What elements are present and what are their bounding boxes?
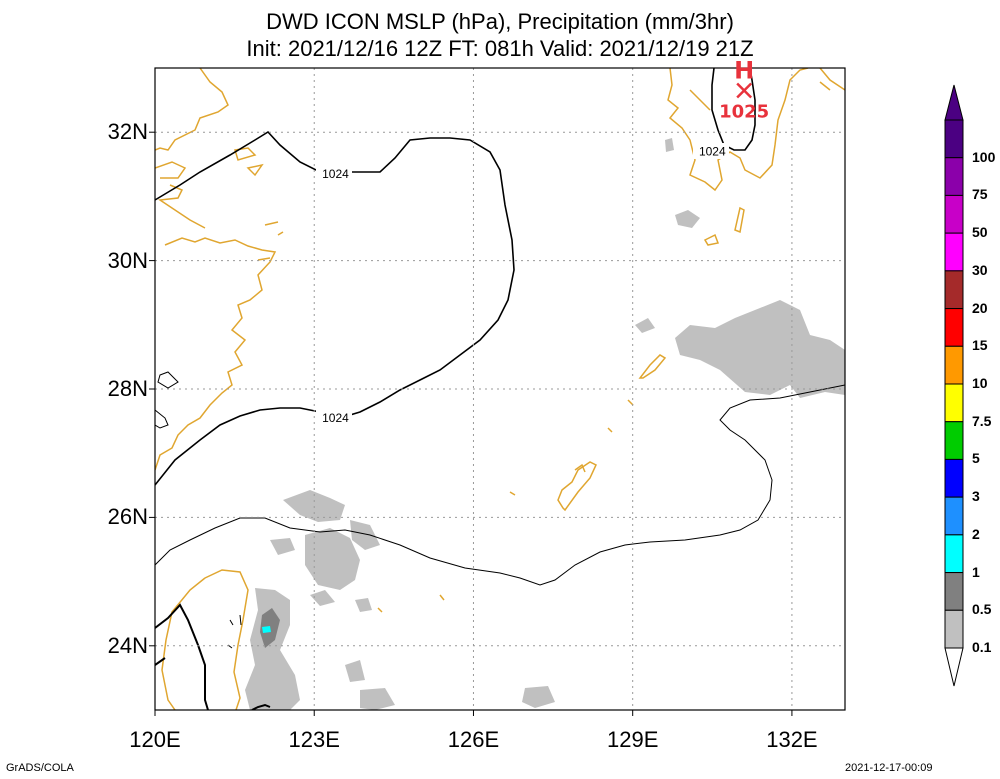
colorbar-label: 3 xyxy=(972,488,980,505)
colorbar-swatch xyxy=(944,609,964,649)
colorbar-label: 7.5 xyxy=(972,412,992,429)
y-tick-label: 24N xyxy=(107,632,148,658)
center-x-mark xyxy=(736,82,753,99)
colorbar-label: 0.5 xyxy=(972,601,992,618)
isobar-label-bg xyxy=(316,165,352,181)
isobar-label-bg xyxy=(693,143,729,159)
colorbar-swatch xyxy=(944,119,964,159)
high-pressure-value: 1025 xyxy=(719,101,769,122)
colorbar-label: 5 xyxy=(972,450,980,467)
y-tick-label: 32N xyxy=(107,119,148,145)
x-tick-label: 132E xyxy=(766,727,818,752)
colorbar-label: 10 xyxy=(972,375,988,391)
colorbar-swatch xyxy=(944,534,964,574)
isobar-label-bg xyxy=(316,408,352,424)
coastlines xyxy=(155,68,845,710)
colorbar-swatch xyxy=(944,308,964,347)
colorbar-swatch xyxy=(944,270,964,310)
y-tick-label: 30N xyxy=(107,247,148,273)
map-title: DWD ICON MSLP (hPa), Precipitation (mm/3… xyxy=(266,9,734,34)
colorbar-label: 30 xyxy=(972,261,988,278)
colorbar-swatch xyxy=(944,157,964,196)
colorbar-swatch xyxy=(944,232,964,272)
high-pressure-center: H 1025 xyxy=(719,56,769,122)
colorbar-label: 50 xyxy=(972,224,988,241)
colorbar-bottom-arrow xyxy=(944,647,964,687)
y-tick-label: 26N xyxy=(107,504,148,530)
colorbar-swatch xyxy=(944,421,964,460)
gridlines xyxy=(155,68,845,710)
precipitation-shading xyxy=(245,138,845,710)
precip-colorbar xyxy=(944,84,964,687)
high-pressure-letter: H xyxy=(734,56,754,84)
colorbar-swatch xyxy=(944,458,964,498)
colorbar-label: 0.1 xyxy=(972,639,992,655)
x-tick-label: 126E xyxy=(447,727,500,752)
isobars xyxy=(155,68,845,710)
precip-1-area xyxy=(262,626,271,633)
colorbar-swatch xyxy=(944,345,964,385)
colorbar-label: 20 xyxy=(972,299,988,316)
isobar-label: 1024 xyxy=(322,167,349,181)
colorbar-swatch xyxy=(944,383,964,423)
colorbar-swatch xyxy=(944,194,964,234)
isobar-label: 1024 xyxy=(322,411,349,425)
x-tick-label: 120E xyxy=(129,727,181,752)
colorbar-swatch xyxy=(944,496,964,536)
colorbar-label: 1 xyxy=(972,563,980,580)
map-subtitle: Init: 2021/12/16 12Z FT: 081h Valid: 202… xyxy=(246,36,754,61)
axis-ticks xyxy=(149,131,793,716)
colorbar-top-arrow xyxy=(944,84,964,121)
footer-credit: GrADS/COLA xyxy=(6,762,74,774)
y-tick-label: 28N xyxy=(107,376,148,401)
colorbar-label: 15 xyxy=(972,337,988,354)
x-tick-label: 123E xyxy=(288,727,340,752)
isobar-labels: 1024 1024 1024 xyxy=(322,144,726,424)
colorbar-label: 2 xyxy=(972,525,980,542)
colorbar-label: 75 xyxy=(972,186,988,203)
x-tick-label: 129E xyxy=(606,727,659,752)
isobar-label: 1024 xyxy=(699,144,726,158)
colorbar-label: 100 xyxy=(972,148,996,165)
footer-timestamp: 2021-12-17-00:09 xyxy=(845,762,933,774)
colorbar-swatch xyxy=(944,572,964,611)
